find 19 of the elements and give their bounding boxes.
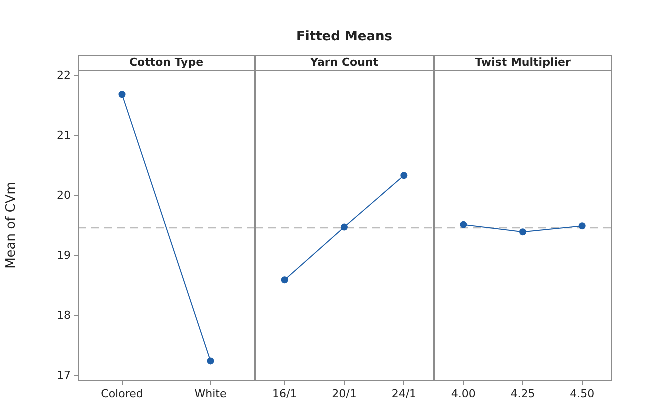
y-tick-label: 22 <box>57 68 71 82</box>
x-tick-label: 4.50 <box>570 387 595 400</box>
y-axis-title: Mean of CVm <box>4 182 20 269</box>
x-tick-label: 4.25 <box>510 387 536 400</box>
chart-subtitle: Twist Multiplier <box>475 56 572 69</box>
x-tick-label: 4.00 <box>451 387 476 400</box>
y-tick-label: 17 <box>57 369 71 382</box>
y-tick-label: 18 <box>57 309 71 322</box>
x-tick-label: 24/1 <box>392 387 417 400</box>
y-tick-label: 20 <box>57 188 71 202</box>
y-tick-label: 21 <box>57 128 71 142</box>
x-tick-label: White <box>194 387 227 400</box>
chart-title: Fitted Means <box>296 29 393 44</box>
chart-subtitle: Cotton Type <box>129 56 204 69</box>
x-tick-label: Colored <box>101 387 144 400</box>
x-tick-label: 16/1 <box>272 387 298 400</box>
y-tick-label: 19 <box>57 248 71 262</box>
x-tick-label: 20/1 <box>332 387 357 400</box>
chart-subtitle: Yarn Count <box>309 56 379 69</box>
